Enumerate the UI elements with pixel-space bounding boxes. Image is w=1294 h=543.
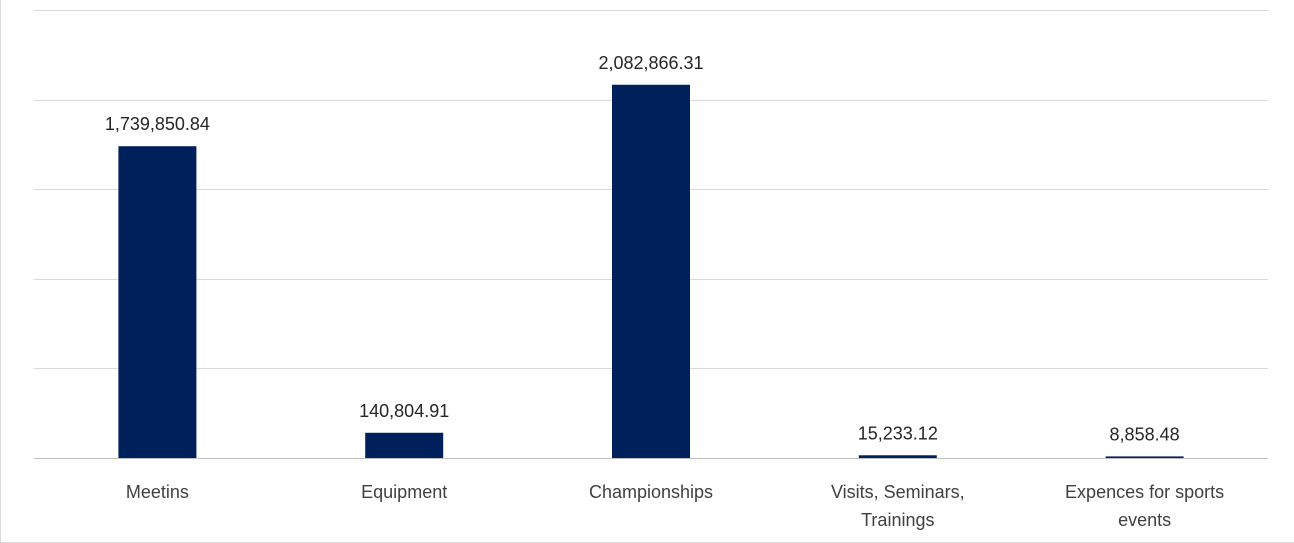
- data-labels: 1,739,850.84 140,804.91 2,082,866.31 15,233…: [105, 53, 1180, 445]
- category-label: Meetins: [126, 482, 189, 502]
- category-label: Trainings: [861, 510, 934, 530]
- bars: [118, 84, 1184, 458]
- data-label: 1,739,850.84: [105, 114, 210, 134]
- category-label: Equipment: [361, 482, 447, 502]
- category-label: Visits, Seminars,: [831, 482, 965, 502]
- data-label: 2,082,866.31: [598, 53, 703, 73]
- bar: [118, 146, 197, 458]
- data-label: 140,804.91: [359, 401, 449, 421]
- bar: [365, 432, 444, 458]
- data-label: 8,858.48: [1110, 424, 1180, 444]
- data-label: 15,233.12: [858, 423, 938, 443]
- bar: [612, 84, 690, 458]
- bar: [858, 455, 937, 458]
- category-label: events: [1118, 510, 1171, 530]
- bar: [1105, 456, 1184, 458]
- category-labels: Meetins Equipment Championships Visits, Sem…: [126, 482, 1224, 530]
- category-label: Championships: [589, 482, 713, 502]
- category-label: Expences for sports: [1065, 482, 1224, 502]
